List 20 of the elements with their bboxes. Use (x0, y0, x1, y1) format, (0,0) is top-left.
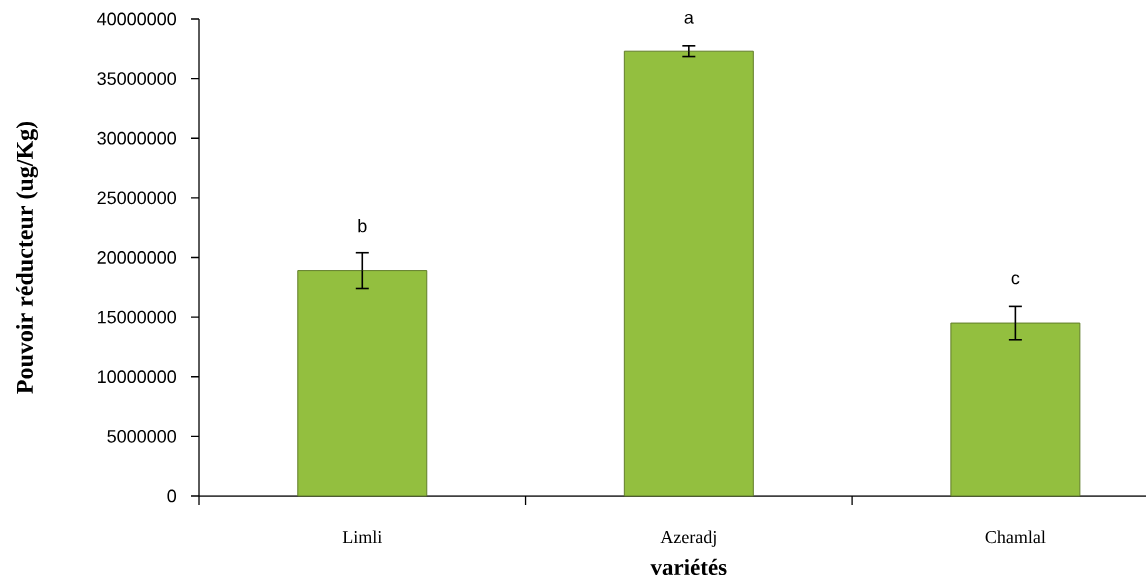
y-tick-label: 35000000 (97, 72, 177, 85)
bar (950, 322, 1081, 497)
y-axis-title: Pouvoir réducteur (ug/Kg) (16, 121, 39, 394)
x-axis-title: variétés (650, 558, 727, 576)
y-tick-label: 30000000 (97, 131, 177, 145)
y-tick-label: 15000000 (98, 310, 177, 324)
y-tick-label: 20000000 (97, 251, 177, 264)
x-tick-label: Azeradj (660, 530, 716, 547)
y-tick-label: 40000000 (97, 12, 177, 26)
bar (297, 270, 428, 497)
y-tick-label: 0 (167, 489, 177, 503)
y-tick-label: 25000000 (97, 191, 177, 205)
bar (623, 50, 754, 497)
annotation: b (358, 219, 367, 233)
y-tick-label: 10000000 (98, 370, 177, 384)
annotation: a (684, 13, 694, 24)
annotation: c (1011, 274, 1020, 285)
x-tick-label: Limli (342, 530, 382, 543)
y-tick-label: 5000000 (107, 429, 177, 443)
x-tick-label: Chamlal (985, 530, 1046, 544)
